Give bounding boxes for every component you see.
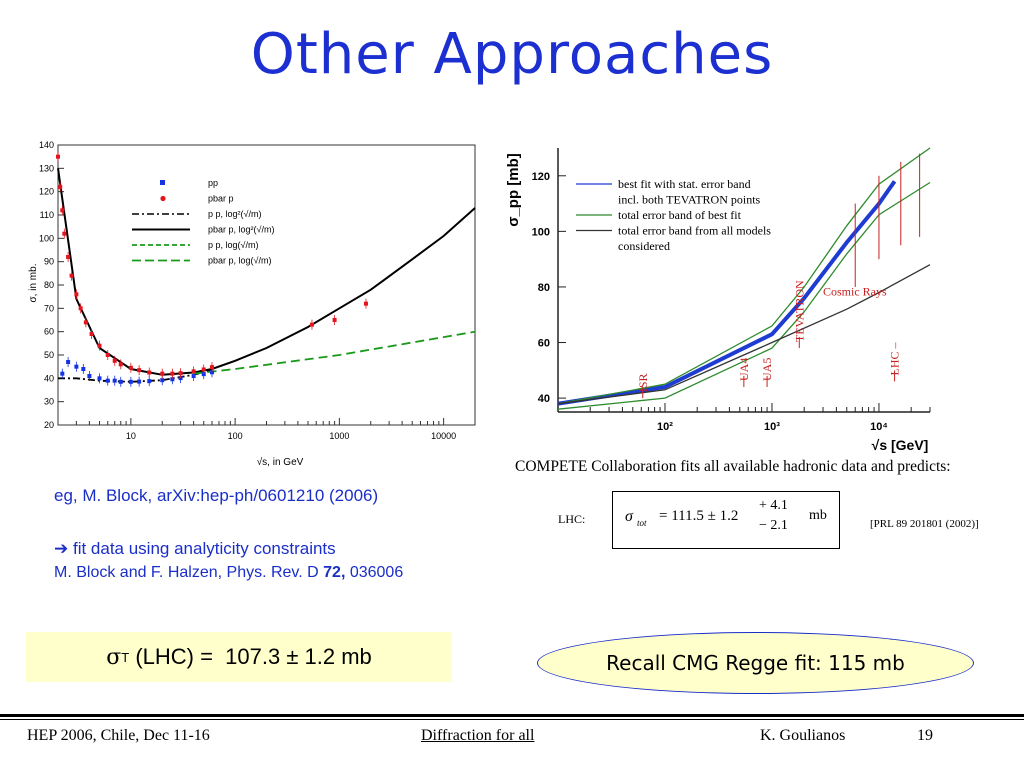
left-y-tick-label: 60 <box>44 327 54 337</box>
right-chart-ylabel: σ_pp [mb] <box>505 153 522 227</box>
footer-page-number: 19 <box>917 727 933 744</box>
right-y-tick-label: 120 <box>532 171 550 183</box>
footer-rule <box>0 714 1024 717</box>
ref-line-1: eg, M. Block, arXiv:hep-ph/0601210 (2006… <box>54 486 379 505</box>
footer-author: K. Goulianos <box>760 727 846 744</box>
compete-sub: tot <box>637 518 647 528</box>
ref-line-3-page: 036006 <box>345 564 404 581</box>
left-y-tick-label: 120 <box>39 187 54 197</box>
formula-sigma: σ <box>106 644 122 670</box>
left-x-tick-label: 1000 <box>329 431 349 441</box>
left-y-tick-label: 20 <box>44 420 54 430</box>
ref-line-2: ➔ fit data using analyticity constraints <box>54 539 336 559</box>
compete-value: = 111.5 ± 1.2 <box>659 508 739 524</box>
legend-label: p p, log²(√/m) <box>208 209 261 219</box>
left-y-tick-label: 90 <box>44 257 54 267</box>
block-halzen-chart: 20 30 40 50 60 70 80 90 100 110 120 130 140 10 100 1000… <box>28 140 476 468</box>
left-x-tick-label: 10 <box>126 431 136 441</box>
left-chart-points <box>56 151 368 387</box>
left-y-tick-label: 80 <box>44 280 54 290</box>
right-annotation-label: ISR <box>636 373 650 392</box>
left-x-tick-label: 10000 <box>431 431 456 441</box>
left-chart-legend: pp pbar p p p, log²(√/m) pbar p, log²(√/m) p… <box>132 178 274 266</box>
left-x-tick-label: 100 <box>228 431 243 441</box>
right-chart-axes: 40 60 80 100 120 10² 10³ 10⁴ <box>532 148 931 433</box>
compete-ref: [PRL 89 201801 (2002)] <box>870 518 979 530</box>
right-annotation-label: UA4 <box>737 358 751 381</box>
compete-caption: COMPETE Collaboration fits all available… <box>515 458 951 475</box>
left-y-tick-label: 110 <box>40 210 54 220</box>
ref-line-3-volume: 72, <box>323 564 346 581</box>
footer-rule-thin <box>0 719 1024 720</box>
right-legend-label: best fit with stat. error band <box>618 177 751 191</box>
right-x-tick-label: 10³ <box>764 421 780 433</box>
legend-label: p p, log(√/m) <box>208 240 258 250</box>
right-annotation-label: LHC – <box>888 341 902 375</box>
legend-label: pp <box>208 178 218 188</box>
compete-minus: − 2.1 <box>759 518 788 533</box>
legend-label: pbar p, log²(√/m) <box>208 225 274 235</box>
slide-title: Other Approaches <box>250 22 774 87</box>
left-y-tick-label: 70 <box>44 303 54 313</box>
left-chart-axes: 20 30 40 50 60 70 80 90 100 110 120 130 140 10 100 1000… <box>39 140 476 441</box>
right-y-tick-label: 60 <box>538 338 550 350</box>
right-y-tick-label: 40 <box>538 393 550 405</box>
footer-center-link[interactable]: Diffraction for all <box>421 727 535 744</box>
left-chart-ylabel: σ, in mb. <box>28 264 39 303</box>
right-curve <box>557 264 931 405</box>
recall-text: Recall CMG Regge fit: 115 mb <box>606 651 905 675</box>
left-y-tick-label: 30 <box>44 397 54 407</box>
right-chart-xlabel: √s [GeV] <box>872 437 929 453</box>
left-curve <box>57 168 476 376</box>
left-y-tick-label: 100 <box>39 233 54 243</box>
formula-value: (LHC) = 107.3 ± 1.2 mb <box>129 644 372 669</box>
right-annotation-label: TEVATRON <box>792 280 806 342</box>
right-legend-label: total error band from all models <box>618 224 771 238</box>
compete-chart: 40 60 80 100 120 10² 10³ 10⁴ ISR UA4 UA5 TEVATRON L… <box>505 147 931 453</box>
legend-marker <box>160 195 166 202</box>
left-y-tick-label: 50 <box>44 350 54 360</box>
compete-prediction-box: σ tot = 111.5 ± 1.2 + 4.1 − 2.1 mb <box>612 491 840 549</box>
left-y-tick-label: 140 <box>39 140 54 150</box>
left-curve <box>193 330 476 375</box>
footer-left: HEP 2006, Chile, Dec 11-16 <box>27 727 210 744</box>
left-chart-xlabel: √s, in GeV <box>257 456 304 468</box>
compete-unit: mb <box>809 508 827 523</box>
right-x-tick-label: 10⁴ <box>870 421 888 433</box>
ref-line-3: M. Block and F. Halzen, Phys. Rev. D 72,… <box>54 564 403 582</box>
cosmic-rays-label: Cosmic Rays <box>823 284 887 298</box>
ref-line-3-authors: M. Block and F. Halzen, Phys. Rev. D <box>54 564 324 581</box>
right-annotation-label: UA5 <box>760 358 774 381</box>
legend-label: pbar p, log(√/m) <box>208 256 271 266</box>
right-legend-label: incl. both TEVATRON points <box>618 193 761 207</box>
left-y-tick-label: 130 <box>39 163 54 173</box>
left-chart-curves <box>57 168 476 383</box>
ref-line-2-text: fit data using analyticity constraints <box>68 539 336 558</box>
legend-marker <box>160 180 165 185</box>
legend-label: pbar p <box>208 194 234 204</box>
compete-plus: + 4.1 <box>759 498 788 513</box>
recall-cmg-oval: Recall CMG Regge fit: 115 mb <box>537 632 974 694</box>
right-legend-label: total error band of best fit <box>618 208 742 222</box>
compete-lhc-label: LHC: <box>558 512 586 526</box>
right-y-tick-label: 100 <box>532 226 550 238</box>
right-chart-annotations: ISR UA4 UA5 TEVATRON LHC – Cosmic Rays <box>636 153 921 399</box>
formula-sub: T <box>121 649 130 665</box>
right-x-tick-label: 10² <box>657 421 673 433</box>
arrow-icon: ➔ <box>54 539 69 558</box>
left-y-tick-label: 40 <box>44 373 54 383</box>
compete-sigma: σ <box>625 508 633 525</box>
right-chart-legend: best fit with stat. error band incl. both… <box>576 177 771 253</box>
right-y-tick-label: 80 <box>538 282 550 294</box>
right-legend-label: considered <box>618 239 670 253</box>
